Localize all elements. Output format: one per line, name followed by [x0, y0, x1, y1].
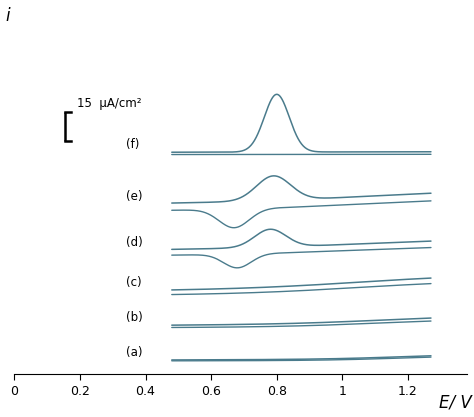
Text: (c): (c) — [126, 276, 141, 289]
Text: (a): (a) — [126, 346, 142, 359]
Text: (e): (e) — [126, 190, 142, 203]
Text: i: i — [5, 7, 10, 25]
Text: (b): (b) — [126, 311, 143, 324]
Text: (f): (f) — [126, 138, 139, 151]
X-axis label: E/ V: E/ V — [439, 393, 472, 412]
Text: (d): (d) — [126, 236, 143, 249]
Text: 15  μA/cm²: 15 μA/cm² — [77, 98, 141, 111]
